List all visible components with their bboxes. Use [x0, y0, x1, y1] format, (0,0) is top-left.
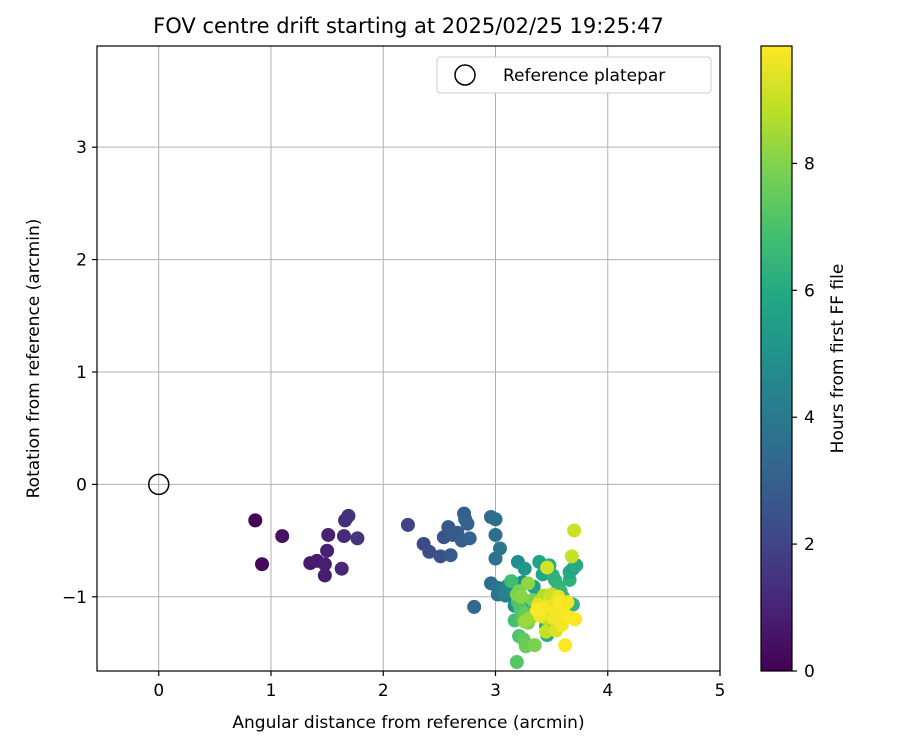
legend-label: Reference platepar [503, 66, 665, 86]
x-tick-label: 3 [490, 681, 501, 701]
colorbar-label: Hours from first FF file [828, 264, 848, 454]
data-point [248, 513, 263, 528]
data-point [255, 557, 270, 572]
y-tick-label: 1 [76, 363, 87, 383]
data-point [317, 557, 332, 572]
data-point [552, 595, 567, 610]
chart-title: FOV centre drift starting at 2025/02/25 … [153, 14, 664, 38]
y-axis-label: Rotation from reference (arcmin) [24, 219, 44, 499]
legend-box [436, 56, 712, 94]
data-point [564, 549, 579, 564]
colorbar-ticks: 0 2 4 6 8 [792, 154, 815, 682]
x-axis-ticks: 0 1 2 3 4 5 [153, 671, 725, 701]
plot-area-frame [96, 45, 721, 672]
x-tick-label: 2 [378, 681, 389, 701]
data-point [504, 574, 519, 589]
data-point [336, 529, 351, 544]
data-point [568, 612, 583, 627]
colorbar-tick-label: 0 [804, 662, 815, 682]
data-point [530, 603, 545, 618]
data-point [350, 531, 365, 546]
x-axis-label: Angular distance from reference (arcmin) [232, 713, 584, 733]
x-tick-label: 0 [153, 681, 164, 701]
y-tick-label: 0 [76, 475, 87, 495]
data-point [275, 529, 290, 544]
data-point [488, 512, 503, 527]
data-point [320, 543, 335, 558]
y-axis-ticks: −1 0 1 2 3 [62, 138, 97, 608]
colorbar-tick-label: 2 [804, 535, 815, 555]
legend: Reference platepar [436, 56, 712, 94]
data-point [460, 516, 475, 531]
data-point [443, 548, 458, 563]
colorbar-tick-label: 8 [804, 154, 815, 174]
grid-lines [97, 46, 721, 671]
data-point [527, 638, 542, 653]
data-points [248, 506, 584, 670]
data-point [509, 655, 524, 670]
data-point [422, 544, 437, 559]
data-point [400, 517, 415, 532]
colorbar: 0 2 4 6 8 Hours from first FF file [760, 45, 848, 682]
data-point [558, 638, 573, 653]
reference-marker [147, 473, 170, 496]
y-tick-label: 3 [76, 138, 87, 158]
data-point [540, 560, 555, 575]
x-tick-label: 1 [266, 681, 277, 701]
legend-marker-reference [454, 64, 476, 86]
data-point [567, 523, 582, 538]
y-tick-label: 2 [76, 251, 87, 271]
data-point [492, 541, 507, 556]
y-tick-label: −1 [62, 588, 87, 608]
colorbar-tick-label: 6 [804, 281, 815, 301]
data-point [433, 549, 448, 564]
colorbar-tick-label: 4 [804, 408, 815, 428]
data-point [467, 599, 482, 614]
data-point [334, 561, 349, 576]
data-point [462, 531, 477, 546]
data-point [317, 568, 332, 583]
data-point [539, 624, 554, 639]
data-point [321, 527, 336, 542]
data-point [517, 561, 532, 576]
colorbar-gradient [760, 45, 793, 672]
data-point [341, 508, 356, 523]
x-tick-label: 5 [715, 681, 726, 701]
x-tick-label: 4 [602, 681, 613, 701]
data-point [521, 576, 536, 591]
data-point [488, 527, 503, 542]
data-point [514, 589, 529, 604]
